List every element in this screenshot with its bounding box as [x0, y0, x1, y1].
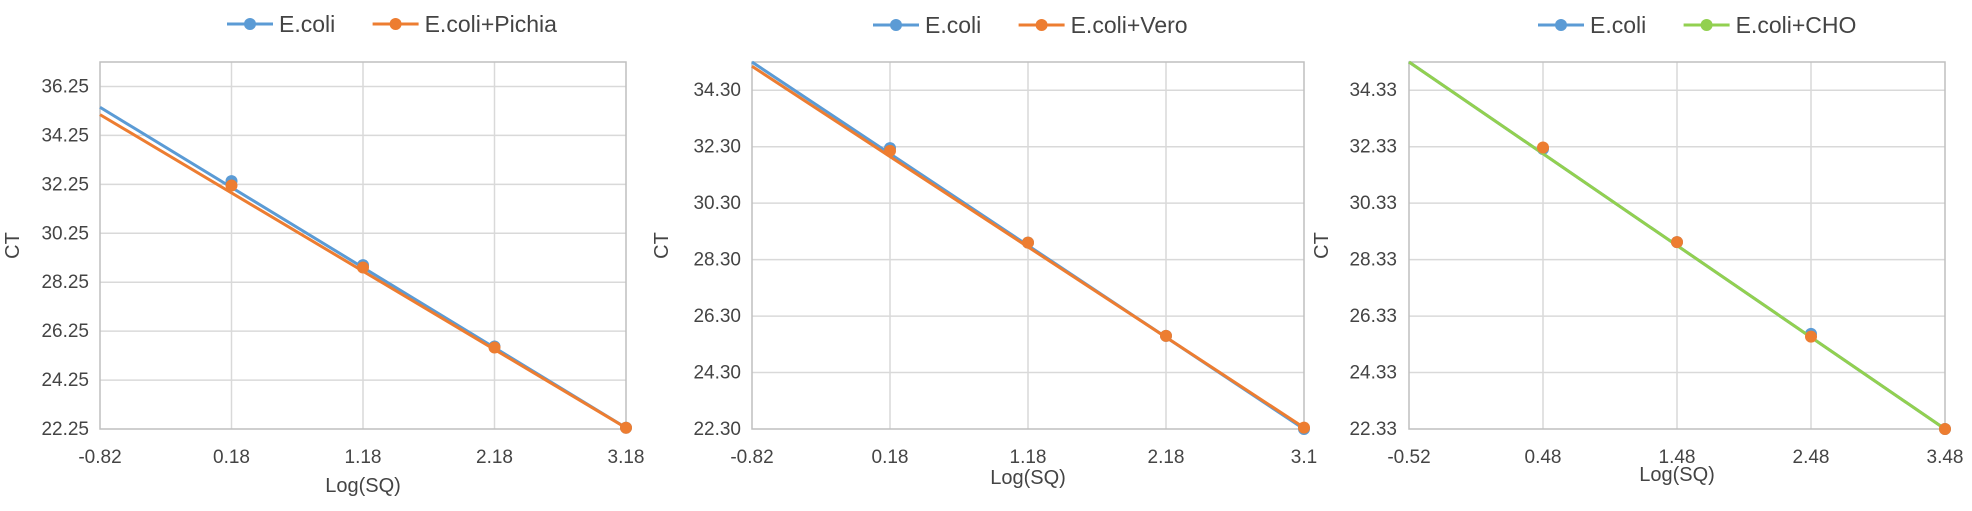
data-point [1671, 236, 1683, 249]
chart-panel-1: 22.25 24.25 26.25 28.25 30.25 32.25 34.25 36.25… [2, 11, 644, 497]
x-tick-label: 2.48 [1793, 447, 1830, 468]
x-tick-label: 2.18 [476, 447, 513, 468]
y-axis-label: CT [1311, 232, 1333, 259]
y-tick-label: 22.33 [1349, 419, 1397, 440]
chart-panel-3: 22.33 24.33 26.33 28.33 30.33 32.33 34.33 -0.52… [1311, 12, 1963, 486]
series-2 [751, 64, 1310, 434]
y-tick-label: 24.25 [41, 370, 89, 391]
y-tick-label: 34.33 [1349, 80, 1397, 101]
y-tick-label: 22.30 [693, 419, 741, 440]
data-point [1537, 141, 1549, 154]
x-tick-label: 1.18 [1010, 447, 1047, 468]
y-tick-label: 34.30 [693, 80, 741, 101]
y-tick-label: 30.33 [1349, 193, 1397, 214]
data-point [488, 341, 501, 354]
x-tick-label: 3.18 [608, 447, 645, 468]
y-tick-label: 36.25 [41, 76, 89, 97]
data-point [357, 261, 369, 274]
data-point [620, 421, 632, 434]
x-tick-label: 0.48 [1525, 447, 1562, 468]
data-point [225, 179, 238, 192]
legend-label: E.coli [279, 11, 335, 37]
x-tick-label: 0.18 [872, 447, 909, 468]
chart-panel-2: 22.30 24.30 26.30 28.30 30.30 32.30 34.30 -0.82… [651, 12, 1317, 489]
y-tick-label: 34.25 [41, 125, 89, 146]
legend-label: E.coli [1590, 12, 1646, 38]
legend-label: E.coli+CHO [1736, 12, 1857, 38]
y-tick-label: 24.33 [1349, 363, 1397, 384]
x-tick-label: 0.18 [213, 447, 250, 468]
legend-marker [1700, 19, 1713, 31]
data-point [1298, 421, 1310, 434]
x-axis-label: Log(SQ) [1639, 464, 1715, 486]
legend: E.coli E.coli+CHO [1538, 12, 1856, 38]
y-tick-label: 28.33 [1349, 250, 1397, 271]
legend-marker [890, 19, 902, 31]
y-axis-label: CT [651, 232, 673, 259]
y-axis-label: CT [2, 232, 24, 259]
legend-marker [244, 18, 256, 30]
data-point [1939, 423, 1951, 435]
y-tick-label: 32.25 [41, 174, 89, 195]
plot-area-frame [751, 61, 1305, 430]
legend-marker [389, 18, 402, 30]
x-tick-label: 3.48 [1927, 447, 1964, 468]
x-axis-label: Log(SQ) [325, 475, 401, 497]
y-tick-label: 24.30 [693, 363, 741, 384]
legend-label: E.coli+Pichia [425, 11, 558, 37]
x-gridlines [230, 62, 496, 429]
x-tick-label: -0.82 [78, 447, 121, 468]
x-tick-label: -0.82 [730, 447, 773, 468]
legend-label: E.coli+Vero [1071, 12, 1188, 38]
y-tick-label: 26.30 [693, 306, 741, 327]
y-tick-label: 32.30 [693, 137, 741, 158]
x-tick-label: 1.48 [1659, 447, 1696, 468]
y-tick-label: 22.25 [41, 419, 89, 440]
y-tick-label: 26.33 [1349, 306, 1397, 327]
data-point [1022, 236, 1034, 249]
y-tick-label: 28.25 [41, 272, 89, 293]
y-tick-label: 28.30 [693, 250, 741, 271]
x-tick-label: 1.18 [345, 447, 382, 468]
series-2 [1408, 60, 1951, 435]
y-tick-label: 26.25 [41, 321, 89, 342]
plot-area-frame [99, 61, 627, 430]
x-axis-label: Log(SQ) [990, 467, 1066, 489]
x-tick-label: 2.18 [1148, 447, 1185, 468]
x-tick-label: 3.1 [1291, 447, 1317, 468]
legend-marker [1035, 19, 1048, 31]
legend: E.coli E.coli+Vero [873, 12, 1188, 38]
legend-label: E.coli [925, 12, 981, 38]
data-point [884, 144, 896, 157]
plot-area-frame [1408, 61, 1946, 430]
legend: E.coli E.coli+Pichia [227, 11, 557, 37]
y-tick-label: 32.33 [1349, 137, 1397, 158]
y-tick-label: 30.25 [41, 223, 89, 244]
legend-marker [1555, 19, 1567, 31]
data-point [1160, 329, 1172, 342]
x-tick-label: -0.52 [1387, 447, 1430, 468]
series-2 [99, 113, 632, 434]
y-tick-label: 30.30 [693, 193, 741, 214]
data-point [1805, 330, 1817, 343]
